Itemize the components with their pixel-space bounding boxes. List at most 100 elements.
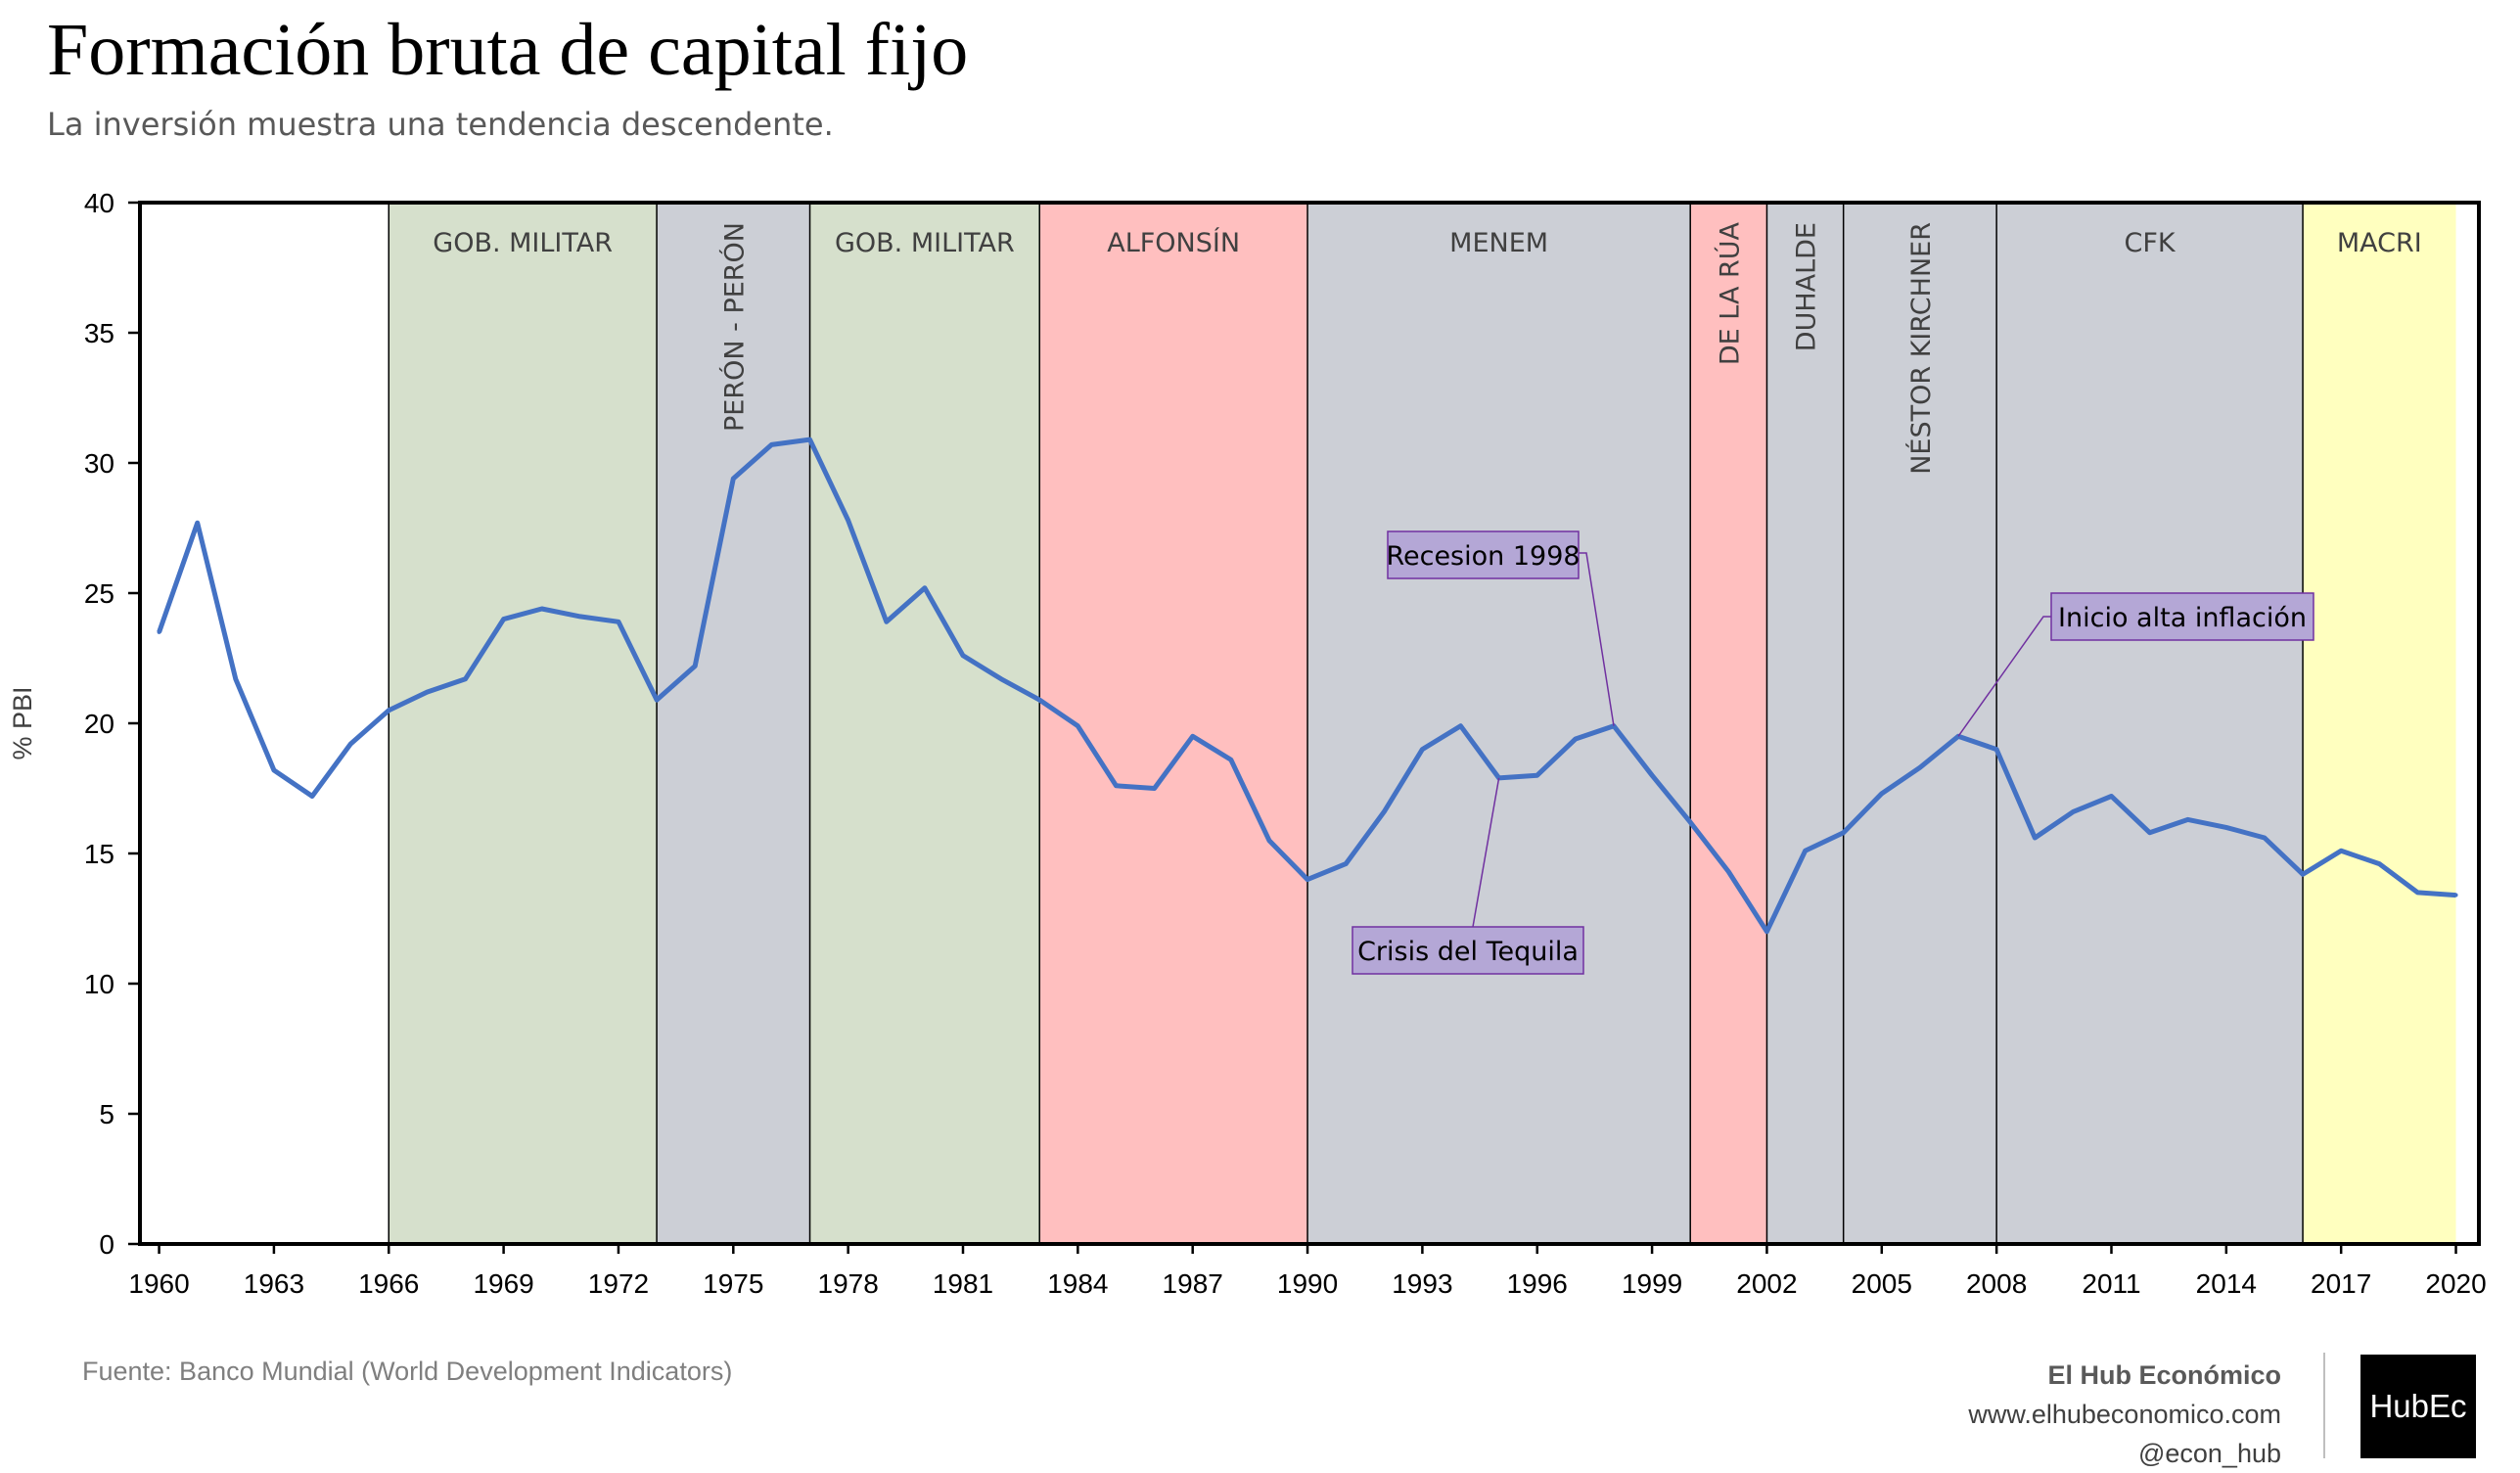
data-point [1803,849,1808,853]
annotation-box [1387,530,1580,579]
x-tick-label: 1999 [1622,1268,1682,1299]
data-point [1114,783,1119,788]
period-band [1690,203,1767,1244]
data-point [2109,794,2114,799]
x-tick-label: 1963 [244,1268,304,1299]
data-point [2147,830,2152,835]
data-point [922,585,927,590]
data-point [1382,809,1387,814]
period-label: GOB. MILITAR [433,228,613,258]
data-point [846,518,850,523]
data-point [960,653,965,658]
data-point [271,767,276,772]
y-tick-label: 35 [84,318,115,348]
data-point [616,620,620,624]
brand-divider [2323,1353,2325,1458]
period-band [809,203,1040,1244]
annotation-label: Inicio alta inflación [2058,603,2307,633]
y-axis-label: % PBI [8,686,37,760]
annotation-box [1352,926,1584,975]
data-point [1152,786,1157,791]
annotation-box [2050,592,2314,641]
data-point [884,620,889,624]
data-point [2033,836,2038,841]
period-band [1996,203,2304,1244]
brand-url[interactable]: www.elhubeconomico.com [1968,1400,2281,1429]
x-tick-label: 1987 [1163,1268,1223,1299]
brand-name: El Hub Económico [2047,1360,2281,1390]
data-point [999,676,1004,681]
y-tick-label: 20 [84,709,115,739]
period-label: GOB. MILITAR [835,228,1015,258]
data-point [1076,723,1080,728]
x-tick-label: 2008 [1966,1268,2027,1299]
data-point [1266,838,1271,843]
annotation-label: Recesion 1998 [1386,541,1580,572]
data-point [1879,791,1884,796]
period-label: MENEM [1449,228,1548,258]
x-tick-label: 1981 [933,1268,993,1299]
data-point [1190,734,1195,739]
data-point [769,442,774,447]
data-point [693,664,698,668]
data-point [1994,747,1999,752]
period-band [389,203,658,1244]
data-point [2071,809,2076,814]
data-point [2185,817,2190,822]
data-point [1458,723,1463,728]
annotation-leader [1579,552,1615,726]
data-point [501,617,506,621]
data-point [1764,929,1769,934]
period-band [1766,203,1844,1244]
data-point [731,476,736,481]
brand-handle[interactable]: @econ_hub [2137,1439,2281,1468]
data-point [655,698,660,703]
period-label: MACRI [2337,228,2422,258]
y-tick-label: 40 [84,188,115,218]
data-point [425,690,430,695]
y-tick-label: 30 [84,448,115,479]
data-point [807,437,812,442]
period-label: DUHALDE [1792,222,1822,351]
data-point [2223,825,2228,830]
x-tick-label: 1960 [128,1268,189,1299]
source-note: Fuente: Banco Mundial (World Development… [82,1357,733,1386]
period-label: PERÓN - PERÓN [718,222,750,432]
y-tick-label: 10 [84,969,115,999]
x-tick-label: 1978 [818,1268,879,1299]
y-tick-label: 0 [99,1229,115,1260]
data-point [2301,872,2306,877]
data-point [463,676,468,681]
period-band [1039,203,1308,1244]
y-tick-label: 5 [99,1099,115,1129]
data-point [1573,736,1578,741]
period-label: DE LA RÚA [1714,221,1745,365]
data-point [2415,890,2420,895]
annotation-leader [1472,777,1500,928]
page-subtitle: La inversión muestra una tendencia desce… [47,106,834,143]
x-tick-label: 1990 [1277,1268,1338,1299]
data-point [2453,893,2458,898]
period-labels: GOB. MILITAR PERÓN - PERÓN GOB. MILITAR ALF… [433,221,2421,474]
x-tick-label: 2002 [1736,1268,1797,1299]
x-tick-label: 1993 [1392,1268,1452,1299]
data-point [539,606,544,611]
data-point [195,521,200,526]
brand-block: El Hub Económico www.elhubeconomico.com … [1968,1356,2281,1473]
x-tick-label: 2011 [2082,1268,2140,1299]
data-point [157,629,161,634]
x-tick-label: 1996 [1507,1268,1568,1299]
data-point [1917,765,1922,770]
x-tick-label: 1966 [358,1268,419,1299]
period-label: ALFONSÍN [1107,227,1240,258]
data-point [1535,773,1539,778]
data-point [387,708,391,713]
period-band [2303,203,2456,1244]
annotation-label: Crisis del Tequila [1357,937,1579,967]
data-point [2377,861,2382,866]
x-tick-label: 2014 [2196,1268,2257,1299]
data-point [310,794,315,799]
x-tick-label: 1975 [703,1268,763,1299]
tick-labels: 0 5 10 15 20 25 30 35 40 1960 1963 1966 1969 1972 1975… [8,188,2487,1299]
